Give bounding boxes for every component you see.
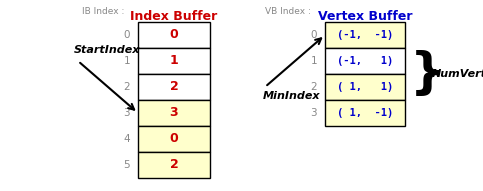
Text: 2: 2 (170, 159, 178, 172)
Text: MinIndex: MinIndex (263, 91, 321, 101)
Text: 3: 3 (123, 108, 130, 118)
Text: StartIndex: StartIndex (74, 45, 141, 55)
FancyBboxPatch shape (138, 48, 210, 74)
FancyBboxPatch shape (138, 152, 210, 178)
Text: VB Index :: VB Index : (265, 7, 317, 16)
Text: 3: 3 (311, 108, 317, 118)
Text: 3: 3 (170, 107, 178, 120)
Text: Index Buffer: Index Buffer (130, 10, 218, 23)
Text: 2: 2 (123, 82, 130, 92)
Text: NumVertices: NumVertices (432, 69, 483, 79)
Text: 5: 5 (123, 160, 130, 170)
Text: 0: 0 (311, 30, 317, 40)
Text: 1: 1 (170, 54, 178, 67)
FancyBboxPatch shape (138, 74, 210, 100)
FancyBboxPatch shape (325, 22, 405, 48)
Text: 4: 4 (123, 134, 130, 144)
Text: 0: 0 (124, 30, 130, 40)
Text: 2: 2 (311, 82, 317, 92)
Text: (-1,   1): (-1, 1) (337, 56, 393, 66)
FancyBboxPatch shape (138, 126, 210, 152)
Text: IB Index :: IB Index : (82, 7, 130, 16)
Text: }: } (410, 50, 445, 98)
Text: 2: 2 (170, 80, 178, 94)
FancyBboxPatch shape (325, 100, 405, 126)
Text: 0: 0 (170, 28, 178, 41)
Text: Vertex Buffer: Vertex Buffer (318, 10, 412, 23)
FancyBboxPatch shape (138, 100, 210, 126)
Text: (-1,  -1): (-1, -1) (337, 30, 393, 40)
Text: 1: 1 (311, 56, 317, 66)
Text: 1: 1 (123, 56, 130, 66)
Text: 0: 0 (170, 133, 178, 146)
FancyBboxPatch shape (325, 74, 405, 100)
FancyBboxPatch shape (325, 48, 405, 74)
Text: ( 1,  -1): ( 1, -1) (337, 108, 393, 118)
FancyBboxPatch shape (138, 22, 210, 48)
Text: ( 1,   1): ( 1, 1) (337, 82, 393, 92)
